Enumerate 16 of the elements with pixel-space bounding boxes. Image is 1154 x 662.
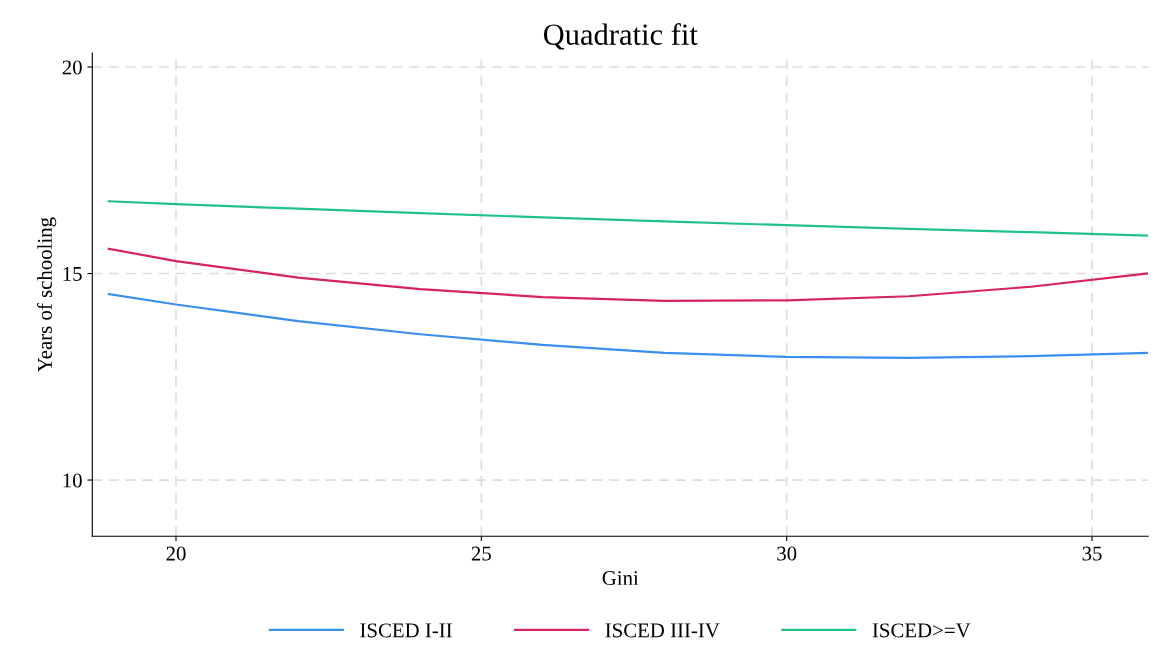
y-tick-label: 10 [63, 473, 82, 488]
line-series [107, 200, 1149, 237]
x-tick-label: 20 [166, 546, 186, 561]
y-tick-label: 20 [62, 60, 82, 75]
line-series [107, 247, 1149, 302]
x-tick-label: 30 [777, 546, 797, 561]
y-axis-title: Years of schooling [37, 217, 57, 372]
x-tick-label: 35 [1082, 546, 1102, 561]
x-axis-title: Gini [602, 571, 639, 586]
legend-label: ISCED>=V [872, 623, 971, 638]
x-tick-label: 25 [471, 546, 491, 561]
line-series [107, 293, 1149, 359]
legend-label: ISCED III-IV [605, 623, 720, 638]
legend-label: ISCED I-II [360, 623, 452, 638]
chart-title: Quadratic fit [543, 23, 698, 50]
y-tick-label: 15 [63, 267, 82, 281]
